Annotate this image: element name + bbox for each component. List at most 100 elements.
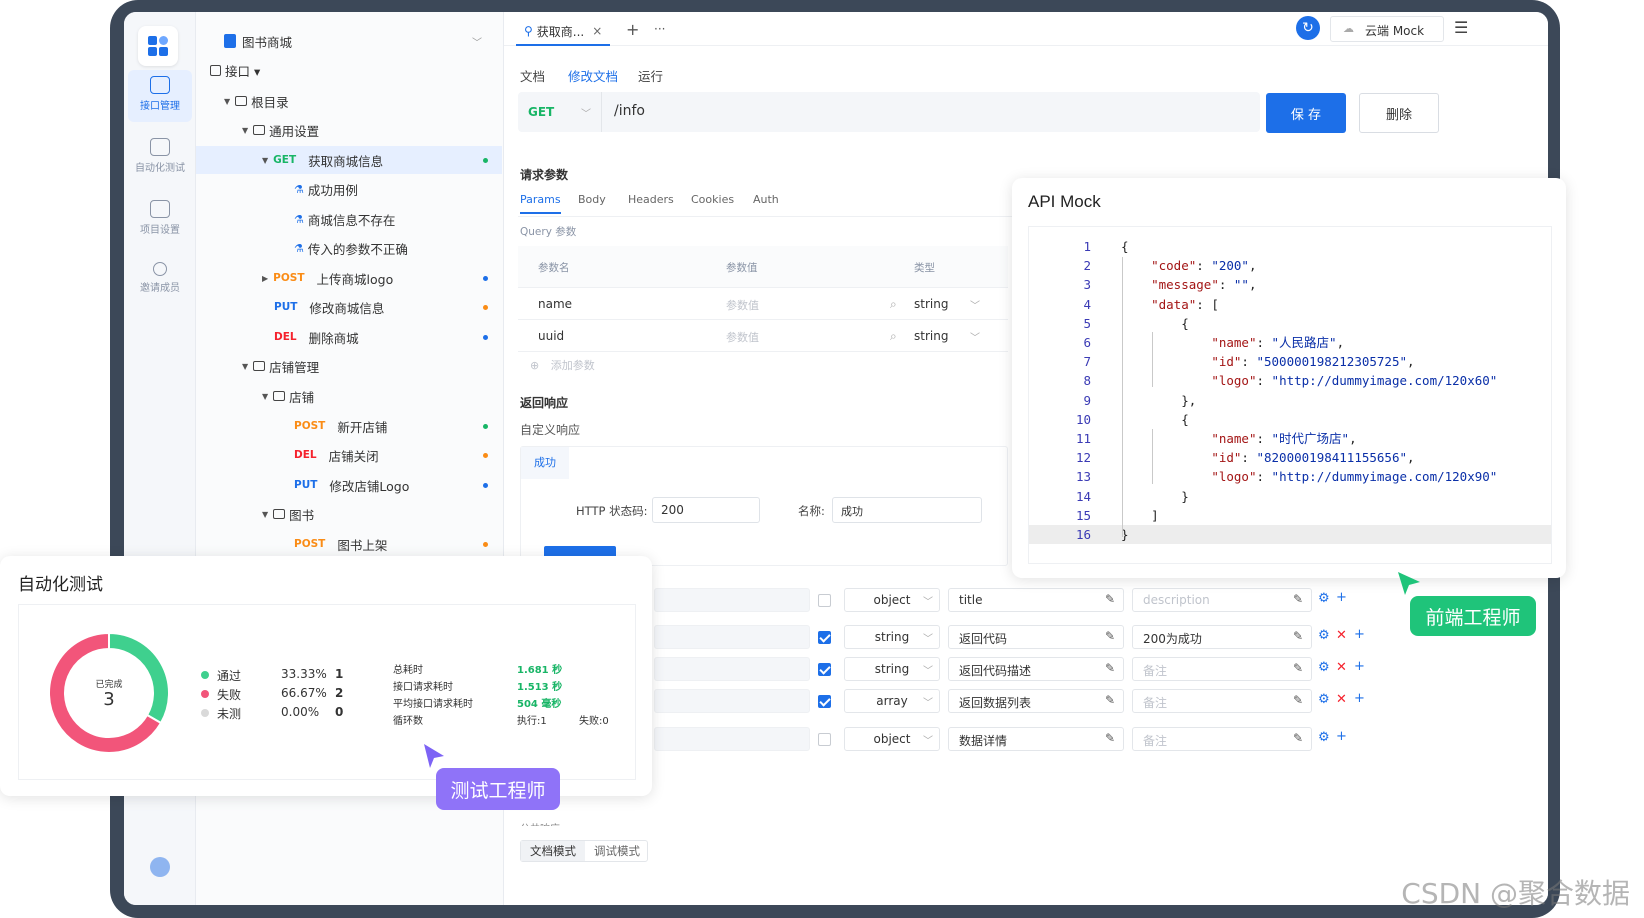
environment-select[interactable]: 云端 Mock ☁ [1330, 16, 1444, 42]
refresh-icon[interactable]: ↻ [1296, 16, 1320, 40]
edit-icon[interactable]: ✎ [1104, 693, 1115, 707]
tab-headers[interactable]: Headers [628, 193, 674, 206]
name-input[interactable]: 成功 [832, 497, 982, 523]
param-type-select[interactable]: string [914, 297, 949, 311]
type-select[interactable]: object ﹀ [844, 588, 940, 612]
settings-icon[interactable]: ⚙ [1318, 730, 1330, 745]
delete-button[interactable]: 删除 [1359, 93, 1439, 133]
settings-icon[interactable]: ⚙ [1318, 660, 1330, 675]
edit-icon[interactable]: ✎ [1104, 592, 1115, 606]
required-checkbox[interactable] [818, 663, 831, 676]
field-title-input[interactable]: 返回代码 ✎ [948, 625, 1124, 649]
tree-case[interactable]: ⚗ 成功用例 [294, 182, 358, 198]
tree-case[interactable]: ⚗ 传入的参数不正确 [294, 241, 408, 257]
tree-folder-common[interactable]: ▼ 通用设置 [242, 123, 320, 139]
param-name[interactable]: name [538, 297, 573, 311]
tab-auth[interactable]: Auth [753, 193, 779, 206]
tab-doc[interactable]: 文档 [520, 69, 546, 84]
tree-api[interactable]: POST 新开店铺 [196, 412, 502, 440]
param-value-input[interactable]: 参数值 [726, 331, 759, 344]
project-selector[interactable]: 图书商城 ﹀ [242, 34, 482, 50]
delete-icon[interactable]: ✕ [1336, 660, 1347, 675]
delete-icon[interactable]: ✕ [1336, 692, 1347, 707]
tab-run[interactable]: 运行 [638, 69, 664, 84]
rail-item-automation[interactable]: 自动化测试 [128, 132, 192, 184]
debug-mode-button[interactable]: 调试模式 [594, 844, 640, 858]
method-select[interactable]: GET ﹀ [518, 92, 602, 132]
param-value-input[interactable]: 参数值 [726, 299, 759, 312]
rail-item-invite[interactable]: 邀请成员 [128, 256, 192, 308]
add-param-button[interactable]: ⊕ 添加参数 [530, 359, 595, 372]
more-icon[interactable]: ··· [654, 22, 666, 36]
add-child-icon[interactable]: + [1336, 729, 1347, 744]
tree-api[interactable]: DEL 店铺关闭 [196, 441, 502, 469]
field-description-input[interactable]: 200为成功 ✎ [1132, 625, 1312, 649]
field-description-input[interactable]: 备注 ✎ [1132, 689, 1312, 713]
tree-api-get-shop[interactable]: ▼ GET 获取商城信息 [196, 146, 502, 174]
tree-folder[interactable]: ▼ 店铺 [262, 389, 315, 405]
required-checkbox[interactable] [818, 631, 831, 644]
doc-mode-button[interactable]: 文档模式 [521, 841, 585, 861]
tree-api[interactable]: PUT 修改商城信息 [196, 293, 502, 321]
settings-icon[interactable]: ⚙ [1318, 628, 1330, 643]
code-editor[interactable]: 1{2 "code": "200", 3 "message": "", 4 "dat… [1028, 226, 1552, 564]
status-code-input[interactable]: 200 [652, 497, 760, 523]
settings-icon[interactable]: ⚙ [1318, 591, 1330, 606]
field-name-input[interactable] [654, 657, 810, 681]
edit-icon[interactable]: ✎ [1292, 731, 1303, 745]
save-button[interactable]: 保 存 [1266, 93, 1346, 133]
add-child-icon[interactable]: + [1336, 590, 1347, 605]
avatar[interactable] [150, 857, 170, 877]
add-child-icon[interactable]: + [1354, 659, 1365, 674]
add-child-icon[interactable]: + [1354, 691, 1365, 706]
field-description-input[interactable]: description ✎ [1132, 588, 1312, 612]
edit-icon[interactable]: ✎ [1104, 629, 1115, 643]
edit-icon[interactable]: ✎ [1292, 693, 1303, 707]
field-title-input[interactable]: 数据详情 ✎ [948, 727, 1124, 751]
menu-icon[interactable]: ☰ [1454, 18, 1469, 37]
tree-api[interactable]: DEL 删除商城 [196, 323, 502, 351]
field-title-input[interactable]: title ✎ [948, 588, 1124, 612]
field-title-input[interactable]: 返回代码描述 ✎ [948, 657, 1124, 681]
tab-cookies[interactable]: Cookies [691, 193, 735, 206]
tree-folder[interactable]: ▼ 图书 [262, 507, 315, 523]
tree-folder-root[interactable]: ▼ 根目录 [224, 94, 289, 110]
param-name[interactable]: uuid [538, 329, 565, 343]
type-select[interactable]: string ﹀ [844, 657, 940, 681]
field-title-input[interactable]: 返回数据列表 ✎ [948, 689, 1124, 713]
url-input[interactable]: /info [614, 103, 645, 119]
field-description-input[interactable]: 备注 ✎ [1132, 657, 1312, 681]
edit-icon[interactable]: ✎ [1292, 592, 1303, 606]
rail-item-api-management[interactable]: 接口管理 [128, 70, 192, 122]
edit-icon[interactable]: ✎ [1104, 661, 1115, 675]
settings-icon[interactable]: ⚙ [1318, 692, 1330, 707]
field-name-input[interactable] [654, 689, 810, 713]
edit-icon[interactable]: ✎ [1292, 661, 1303, 675]
rail-item-settings[interactable]: 项目设置 [128, 194, 192, 246]
tab-params[interactable]: Params [520, 193, 561, 214]
edit-icon[interactable]: ✎ [1104, 731, 1115, 745]
tab-api-doc[interactable]: ⚲ 获取商... × [516, 18, 611, 46]
field-description-input[interactable]: 备注 ✎ [1132, 727, 1312, 751]
field-name-input[interactable] [654, 588, 810, 612]
field-name-input[interactable] [654, 625, 810, 649]
tree-api[interactable]: POST 图书上架 [196, 530, 502, 558]
add-child-icon[interactable]: + [1354, 627, 1365, 642]
required-checkbox[interactable] [818, 695, 831, 708]
tree-api[interactable]: PUT 修改店铺Logo [196, 471, 502, 499]
type-select[interactable]: string ﹀ [844, 625, 940, 649]
delete-icon[interactable]: ✕ [1336, 628, 1347, 643]
partially-hidden-button[interactable] [544, 546, 616, 556]
tree-case[interactable]: ⚗ 商城信息不存在 [294, 212, 396, 228]
field-name-input[interactable] [654, 727, 810, 751]
required-checkbox[interactable] [818, 594, 831, 607]
api-menu[interactable]: 接口 ▾ [210, 56, 516, 84]
tab-success[interactable]: 成功 [521, 447, 569, 479]
tree-api[interactable]: ▶ POST 上传商城logo [196, 264, 502, 292]
param-type-select[interactable]: string [914, 329, 949, 343]
close-icon[interactable]: × [592, 24, 603, 38]
add-tab-button[interactable]: + [626, 20, 640, 39]
type-select[interactable]: array ﹀ [844, 689, 940, 713]
type-select[interactable]: object ﹀ [844, 727, 940, 751]
edit-icon[interactable]: ✎ [1292, 629, 1303, 643]
